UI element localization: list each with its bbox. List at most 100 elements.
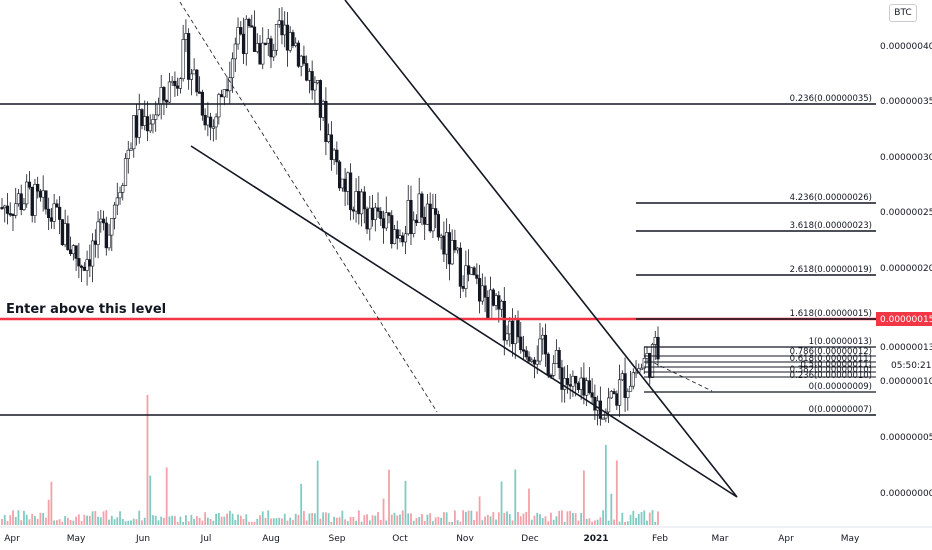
candle-body [132, 115, 136, 150]
volume-bar [525, 511, 528, 525]
volume-bar [66, 517, 69, 525]
volume-bar [593, 520, 596, 525]
candle-body [510, 320, 515, 345]
fib-label-0236-top: 0.236(0.00000035) [790, 94, 872, 104]
candle-body [442, 235, 446, 255]
volume-bar [34, 516, 36, 525]
volume-bar [470, 510, 473, 525]
candle-body [19, 193, 23, 210]
small-dashed-line[interactable] [647, 359, 713, 392]
volume-bar [88, 516, 91, 525]
volume-bar [36, 518, 39, 525]
volume-bar [379, 519, 382, 525]
volume-bar [146, 395, 149, 525]
volume-bar [366, 514, 368, 525]
volume-bar [292, 519, 294, 525]
candle-body [0, 207, 4, 210]
candle-body [502, 300, 506, 341]
time-tick: Jul [200, 534, 212, 544]
lower-trendline[interactable] [190, 145, 738, 498]
price-tick: 0.00000013 [880, 343, 932, 353]
volume-bar [303, 511, 305, 525]
volume-bar [91, 511, 94, 525]
currency-badge[interactable]: BTC [889, 4, 917, 22]
volume-bar [344, 519, 346, 525]
candle-body [477, 278, 482, 302]
candle-body [77, 258, 81, 267]
volume-bar [582, 470, 585, 525]
candle-body [576, 382, 581, 390]
candle-body [283, 24, 287, 36]
volume-bar [588, 518, 591, 525]
candle-body [571, 375, 575, 387]
volume-bar [281, 518, 283, 525]
volume-bar [440, 517, 443, 525]
candle-body [379, 211, 383, 219]
candle-body [381, 218, 386, 229]
candle-body [71, 245, 75, 255]
volume-bar [415, 518, 418, 525]
candle-body [450, 240, 454, 265]
volume-bar [267, 510, 270, 525]
candle-body [554, 350, 559, 364]
volume-bar [124, 521, 127, 525]
volume-bar [533, 515, 536, 525]
dashed-trendline[interactable] [179, 1, 438, 413]
candle-body [274, 24, 279, 51]
candle-body [33, 183, 37, 216]
price-tick: 0.00000025 [880, 208, 932, 218]
price-tick: 0.00000040 [880, 42, 932, 52]
candle-body [107, 234, 111, 249]
candle-body [423, 217, 427, 225]
volume-bar [604, 445, 607, 525]
fib-label-4236: 4.236(0.00000026) [790, 193, 872, 203]
volume-bar [500, 481, 503, 525]
candle-body [90, 240, 95, 267]
volume-bar [651, 510, 654, 525]
candle-body [445, 232, 449, 255]
time-axis[interactable]: Apr May Jun Jul Aug Sep Oct Nov Dec 2021… [4, 534, 860, 544]
candle-body [255, 43, 259, 52]
candle-body [236, 27, 240, 45]
volume-bar [528, 488, 530, 525]
candle-body [546, 353, 550, 376]
volume-bar [390, 514, 393, 525]
time-tick: Dec [521, 534, 538, 544]
volume-bar [412, 520, 415, 525]
candle-body [277, 20, 281, 25]
volume-bar [206, 517, 209, 525]
candle-body [280, 20, 284, 36]
price-axis[interactable]: 0.00000040 0.00000035 0.00000030 0.00000… [880, 42, 932, 499]
volume-bar [113, 519, 116, 525]
candle-body [318, 80, 322, 118]
candle-body [458, 247, 462, 287]
candle-body [461, 286, 465, 289]
fib-label-1: 1(0.00000013) [809, 337, 872, 347]
candle-body [420, 193, 424, 218]
candle-body [5, 205, 10, 214]
candle-body [519, 336, 523, 351]
volume-bar [248, 521, 250, 525]
candle-body [406, 199, 410, 235]
volume-bar [223, 516, 226, 525]
volume-bar [300, 483, 303, 525]
candle-body [593, 396, 597, 411]
volume-bar [544, 516, 547, 525]
volume-bar [94, 511, 97, 525]
upper-trendline[interactable] [344, 0, 738, 498]
volume-bar [552, 519, 555, 525]
volume-bar [1, 519, 3, 525]
candle-body [439, 235, 443, 238]
fib-label-3618: 3.618(0.00000023) [790, 221, 872, 231]
candle-body [359, 191, 364, 215]
volume-bar [226, 513, 228, 525]
candle-body [541, 334, 545, 340]
volume-bar [410, 513, 412, 525]
volume-bar [119, 511, 121, 525]
candle-body [373, 207, 377, 220]
volume-bar [486, 515, 489, 525]
candle-body [642, 358, 646, 369]
volume-bar [355, 520, 357, 525]
volume-bar [374, 515, 377, 525]
